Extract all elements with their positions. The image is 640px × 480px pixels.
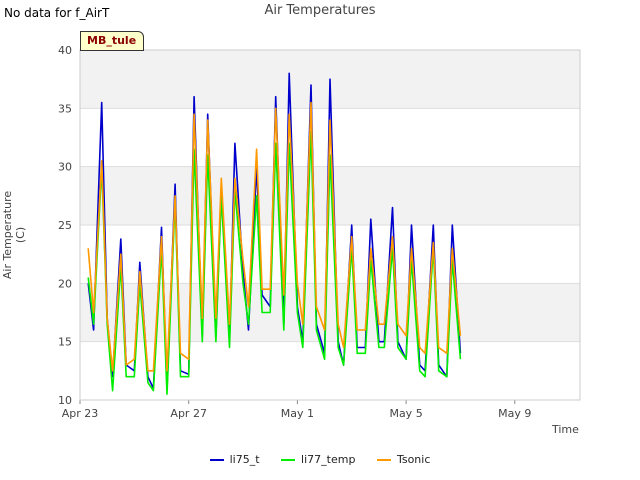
x-tick-label: Apr 23 (62, 407, 99, 420)
axes: 10 15 20 25 30 35 40 Apr 23 Apr 27 May 1 May 5 May … (58, 44, 581, 420)
x-axis-label: Time (552, 423, 579, 436)
x-tick-label: Apr 27 (170, 407, 207, 420)
x-tick-label: May 9 (498, 407, 531, 420)
legend-item-li77-temp: li77_temp (281, 453, 355, 466)
y-tick-label: 40 (58, 44, 72, 57)
legend-item-tsonic: Tsonic (376, 452, 431, 466)
legend-label: li77_temp (301, 452, 356, 466)
chart-title: Air Temperatures (264, 3, 376, 18)
site-badge: MB_tule (80, 31, 145, 51)
plot-frame (79, 49, 581, 401)
y-tick-label: 20 (58, 277, 72, 290)
legend-swatch (281, 458, 296, 461)
legend-swatch (209, 458, 224, 461)
series-lines (87, 72, 462, 396)
series-line-li77-temp (87, 130, 462, 396)
grid-band (80, 341, 580, 400)
y-tick-label: 15 (58, 336, 72, 349)
legend-item-li75-t: li75_t (209, 452, 260, 466)
legend-label: li75_t (229, 452, 260, 466)
y-tick-label: 10 (58, 394, 72, 407)
legend-swatch (376, 458, 391, 461)
x-tick-label: May 1 (281, 407, 314, 420)
x-tick-label: May 5 (389, 407, 422, 420)
y-tick-label: 25 (58, 219, 72, 232)
y-tick-label: 30 (58, 161, 72, 174)
legend: li75_t li77_temp Tsonic (0, 452, 640, 466)
grid-band (80, 225, 580, 284)
legend-label: Tsonic (396, 452, 431, 466)
series-line-tsonic (87, 101, 462, 372)
no-data-message: No data for f_AirT (4, 6, 110, 20)
y-tick-label: 35 (58, 102, 72, 115)
